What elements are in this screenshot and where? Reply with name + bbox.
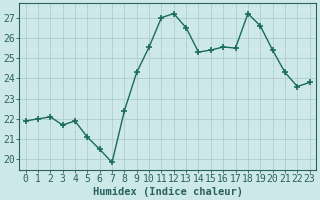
- X-axis label: Humidex (Indice chaleur): Humidex (Indice chaleur): [92, 186, 243, 197]
